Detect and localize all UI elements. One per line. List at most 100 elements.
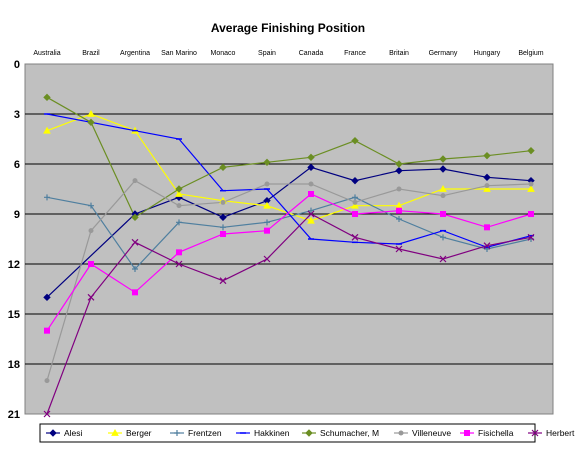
legend-label-villeneuve: Villeneuve	[412, 428, 451, 438]
data-point-schumacher-m	[131, 213, 139, 222]
legend-label-herbert: Herbert	[546, 428, 575, 438]
data-point-alesi	[483, 173, 491, 182]
data-point-berger	[175, 189, 183, 197]
data-point-frentzen	[132, 266, 138, 272]
legend-label-hakkinen: Hakkinen	[254, 428, 290, 438]
data-point-frentzen	[44, 194, 50, 201]
x-tick-label: Spain	[258, 50, 276, 57]
data-point-villeneuve	[264, 181, 270, 187]
data-point-fisichella	[440, 211, 446, 217]
data-point-fisichella	[528, 211, 534, 217]
data-point-frentzen	[264, 219, 270, 226]
x-tick-label: Belgium	[518, 50, 543, 57]
x-tick-label: Monaco	[211, 50, 236, 57]
data-point-schumacher-m	[395, 160, 403, 168]
data-point-villeneuve	[396, 186, 402, 192]
data-point-villeneuve	[220, 199, 226, 205]
data-point-frentzen	[440, 234, 446, 241]
x-tick-label: Britain	[389, 50, 409, 57]
data-point-fisichella	[176, 249, 182, 256]
x-tick-label: Argentina	[120, 50, 150, 57]
data-point-villeneuve	[176, 203, 182, 209]
legend-label-alesi: Alesi	[64, 428, 83, 438]
y-tick-label: 21	[8, 409, 20, 421]
data-point-schumacher-m	[219, 163, 227, 172]
x-tick-label: Germany	[429, 50, 458, 57]
plot-area	[24, 63, 554, 415]
x-tick-label: Canada	[299, 50, 324, 57]
x-tick-label: Brazil	[82, 50, 100, 57]
data-point-fisichella	[132, 289, 138, 296]
data-point-berger	[87, 109, 95, 117]
data-point-schumacher-m	[175, 185, 183, 193]
chart-title: Average Finishing Position	[211, 21, 365, 35]
data-point-schumacher-m	[263, 158, 271, 167]
data-point-alesi	[219, 213, 227, 222]
y-tick-label: 18	[8, 359, 20, 371]
data-point-frentzen	[352, 194, 358, 201]
data-point-frentzen	[176, 219, 182, 226]
data-point-herbert	[307, 210, 315, 218]
data-point-herbert	[483, 242, 491, 250]
data-point-frentzen	[220, 224, 226, 231]
series-line-hakkinen	[46, 113, 532, 248]
data-point-fisichella	[308, 191, 314, 197]
data-point-fisichella	[352, 211, 358, 217]
data-point-fisichella	[220, 231, 226, 237]
series-line-villeneuve	[46, 179, 532, 381]
data-point-schumacher-m	[43, 93, 51, 102]
y-tick-label: 9	[14, 209, 20, 221]
data-point-schumacher-m	[527, 146, 535, 155]
legend: Alesi Berger Frentzen Hakkinen Schumacher, M…	[39, 423, 575, 443]
data-point-villeneuve	[88, 228, 94, 234]
y-tick-label: 12	[8, 259, 20, 271]
data-point-alesi	[439, 165, 447, 173]
data-point-schumacher-m	[351, 136, 359, 145]
data-point-schumacher-m	[483, 151, 491, 160]
data-point-fisichella	[44, 327, 50, 334]
data-point-alesi	[351, 176, 359, 185]
data-point-villeneuve	[44, 378, 50, 384]
data-point-villeneuve	[352, 199, 358, 205]
data-point-herbert	[263, 255, 271, 263]
x-axis-ticks: Australia Brazil Argentina San Marino Monaco…	[33, 50, 543, 57]
data-point-alesi	[43, 293, 51, 302]
data-point-fisichella	[396, 207, 402, 214]
data-point-villeneuve	[528, 181, 534, 187]
y-tick-label: 6	[14, 159, 20, 171]
legend-label-berger: Berger	[126, 428, 152, 438]
x-tick-label: San Marino	[161, 50, 197, 57]
y-tick-label: 3	[14, 109, 20, 121]
x-tick-label: France	[344, 50, 366, 57]
legend-marker-herbert	[531, 429, 539, 437]
data-point-schumacher-m	[87, 118, 95, 127]
data-point-schumacher-m	[307, 153, 315, 162]
legend-marker-alesi	[49, 429, 57, 437]
data-point-herbert	[527, 233, 535, 241]
data-point-frentzen	[396, 216, 402, 222]
x-tick-label: Hungary	[474, 50, 501, 57]
data-point-alesi	[307, 163, 315, 172]
data-point-berger	[43, 126, 51, 134]
data-point-herbert	[439, 255, 447, 263]
legend-label-frentzen: Frentzen	[188, 428, 222, 438]
data-point-villeneuve	[484, 183, 490, 189]
data-point-berger	[439, 184, 447, 192]
series-line-schumacher-m	[46, 96, 532, 219]
data-point-herbert	[351, 233, 359, 241]
data-point-fisichella	[264, 227, 270, 234]
data-point-fisichella	[484, 224, 490, 231]
series-line-herbert	[46, 213, 532, 415]
legend-label-schumacher-m: Schumacher, M	[320, 428, 379, 438]
legend-label-fisichella: Fisichella	[478, 428, 514, 438]
data-point-herbert	[87, 293, 95, 301]
x-tick-label: Australia	[33, 50, 60, 57]
series-lines	[46, 96, 532, 415]
legend-marker-villeneuve	[398, 430, 404, 436]
series-markers	[43, 93, 535, 418]
legend-marker-frentzen	[174, 430, 180, 436]
data-point-berger	[527, 184, 535, 192]
data-point-villeneuve	[440, 193, 446, 199]
data-point-herbert	[395, 245, 403, 253]
data-point-berger	[483, 184, 491, 192]
